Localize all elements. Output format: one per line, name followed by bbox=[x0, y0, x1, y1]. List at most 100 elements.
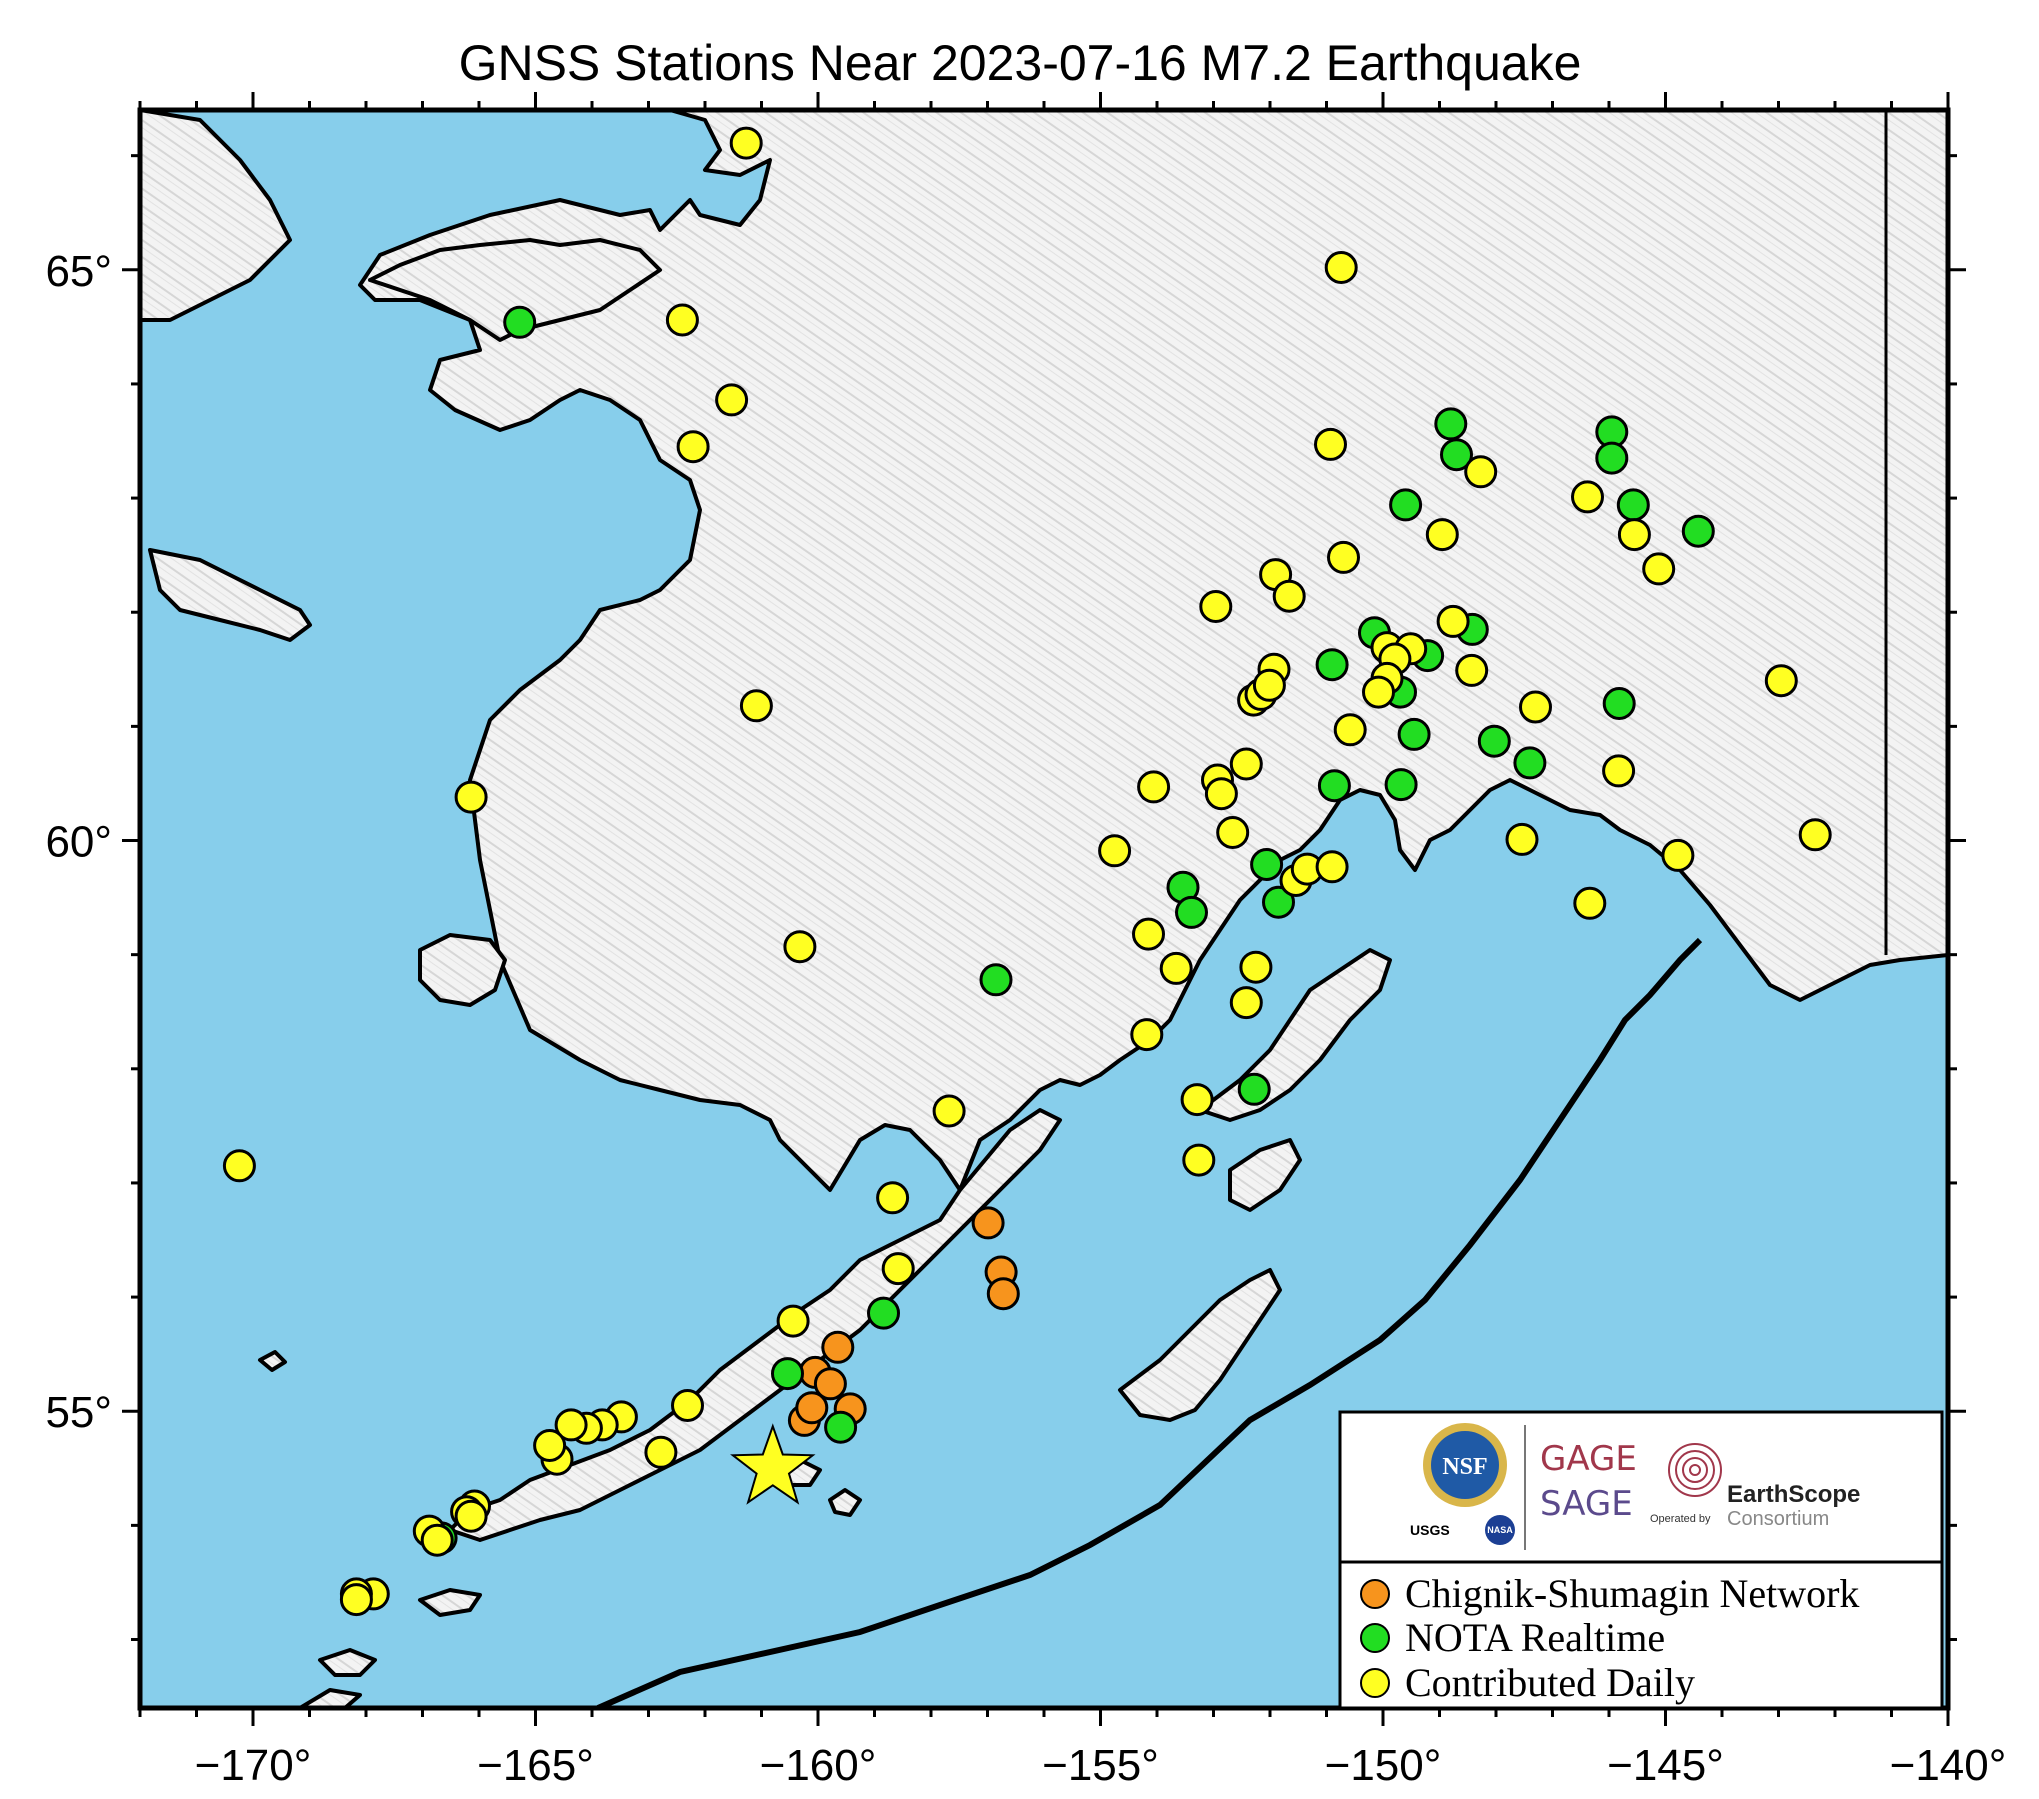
lon-tick-label: −170° bbox=[195, 1741, 312, 1790]
lon-tick-label: −165° bbox=[477, 1741, 594, 1790]
legend-item-contributed: Contributed Daily bbox=[1360, 1660, 1695, 1705]
nota-station bbox=[1681, 514, 1715, 548]
lon-tick-label: −140° bbox=[1890, 1741, 2007, 1790]
contributed-station bbox=[783, 930, 817, 964]
contributed-station bbox=[454, 780, 488, 814]
lat-tick-label: 55° bbox=[45, 1388, 112, 1437]
contributed-station bbox=[1229, 986, 1263, 1020]
lon-tick-label: −160° bbox=[760, 1741, 877, 1790]
contributed-station bbox=[881, 1252, 915, 1286]
contributed-station bbox=[1764, 664, 1798, 698]
legend-chignik-marker bbox=[1360, 1579, 1390, 1609]
aleutian-island-1 bbox=[418, 1588, 482, 1617]
nasa-logo: NASA bbox=[1485, 1515, 1515, 1545]
nsf-logo: NSF bbox=[1423, 1423, 1507, 1507]
legend-contributed-label: Contributed Daily bbox=[1405, 1660, 1695, 1705]
contributed-station bbox=[1159, 951, 1193, 985]
lat-tick-label: 65° bbox=[45, 247, 112, 296]
contributed-station bbox=[1464, 455, 1498, 489]
svg-text:NSF: NSF bbox=[1442, 1454, 1487, 1480]
contributed-station bbox=[222, 1149, 256, 1183]
lon-tick-label: −150° bbox=[1325, 1741, 1442, 1790]
contributed-station bbox=[533, 1429, 567, 1462]
nota-station bbox=[1389, 488, 1423, 522]
contributed-station bbox=[776, 1304, 810, 1338]
contributed-station bbox=[671, 1389, 704, 1422]
contributed-station bbox=[1180, 1083, 1214, 1117]
aleutian-trench bbox=[596, 937, 1703, 1708]
contributed-station bbox=[454, 1499, 488, 1533]
nota-station bbox=[979, 963, 1013, 997]
nota-station bbox=[771, 1357, 804, 1391]
usgs-logo: USGS bbox=[1410, 1522, 1450, 1538]
contributed-station bbox=[644, 1435, 678, 1469]
nota-station bbox=[1315, 648, 1349, 682]
nota-station bbox=[1595, 441, 1629, 475]
contributed-station bbox=[1182, 1143, 1216, 1177]
contributed-station bbox=[1571, 480, 1604, 514]
legend: Chignik-Shumagin Network NOTA Realtime C… bbox=[1338, 1560, 1944, 1710]
alaska-peninsula bbox=[448, 1108, 1062, 1542]
nota-station bbox=[503, 305, 537, 339]
pribilof-island bbox=[258, 1350, 287, 1372]
map-title: GNSS Stations Near 2023-07-16 M7.2 Earth… bbox=[459, 35, 1582, 91]
axis-ticks: −170° −165° −160° −155° −150° −145° −140° 65° 60… bbox=[45, 92, 2006, 1790]
nota-station bbox=[1434, 407, 1468, 441]
chignik-station bbox=[971, 1206, 1005, 1240]
nota-station bbox=[1616, 488, 1650, 522]
contributed-station bbox=[554, 1408, 588, 1442]
nota-station bbox=[1262, 885, 1295, 919]
nota-stations bbox=[424, 305, 1715, 1555]
legend-item-nota: NOTA Realtime bbox=[1360, 1615, 1665, 1660]
aleutian-island-3 bbox=[298, 1688, 362, 1708]
svg-text:NASA: NASA bbox=[1487, 1525, 1513, 1535]
chignik-stations bbox=[787, 1206, 1020, 1437]
epicenter-star bbox=[730, 1423, 816, 1505]
contributed-station bbox=[1602, 754, 1636, 788]
contributed-station bbox=[1519, 690, 1552, 724]
legend-chignik-label: Chignik-Shumagin Network bbox=[1405, 1571, 1859, 1616]
contributed-station bbox=[1425, 518, 1459, 552]
contributed-station bbox=[676, 430, 710, 464]
nota-station bbox=[1250, 848, 1284, 881]
contributed-station bbox=[1252, 668, 1286, 702]
st-lawrence-island bbox=[148, 548, 312, 642]
contributed-stations bbox=[222, 126, 1832, 1617]
nota-station bbox=[1237, 1072, 1271, 1106]
chignik-station bbox=[986, 1277, 1020, 1311]
contributed-station bbox=[1324, 251, 1358, 284]
nota-station bbox=[1317, 769, 1351, 803]
contributed-station bbox=[1130, 1018, 1164, 1052]
contributed-station bbox=[1362, 675, 1395, 709]
contributed-station bbox=[1216, 816, 1250, 849]
shumagin-island-2 bbox=[828, 1488, 862, 1517]
contributed-station bbox=[715, 383, 749, 417]
chignik-station bbox=[795, 1391, 829, 1425]
legend-nota-label: NOTA Realtime bbox=[1405, 1615, 1665, 1660]
seward-peninsula bbox=[368, 238, 662, 342]
nota-station bbox=[824, 1410, 858, 1444]
contributed-station bbox=[420, 1523, 454, 1557]
map-area bbox=[140, 110, 1948, 1708]
earthscope-logo: EarthScope bbox=[1727, 1481, 1860, 1508]
nota-station bbox=[1384, 768, 1418, 802]
lon-tick-label: −145° bbox=[1607, 1741, 1724, 1790]
nota-station bbox=[1440, 438, 1473, 472]
contributed-station bbox=[1272, 579, 1306, 613]
contributed-station bbox=[339, 1583, 373, 1617]
nota-station bbox=[1602, 687, 1636, 720]
legend-contributed-marker bbox=[1360, 1668, 1390, 1698]
contributed-station bbox=[1505, 822, 1539, 856]
nunivak-island bbox=[418, 933, 507, 1007]
chignik-station bbox=[821, 1330, 855, 1364]
contributed-station bbox=[1229, 747, 1263, 781]
contributed-station bbox=[665, 303, 699, 337]
chukotka bbox=[140, 110, 292, 322]
nota-station bbox=[1397, 717, 1431, 751]
contributed-station bbox=[1137, 770, 1171, 804]
lon-tick-label: −155° bbox=[1042, 1741, 1159, 1790]
contributed-station bbox=[1642, 552, 1676, 586]
earthscope-fingerprint-icon bbox=[1668, 1443, 1722, 1497]
contributed-station bbox=[1333, 713, 1367, 747]
contributed-station bbox=[1315, 850, 1349, 884]
